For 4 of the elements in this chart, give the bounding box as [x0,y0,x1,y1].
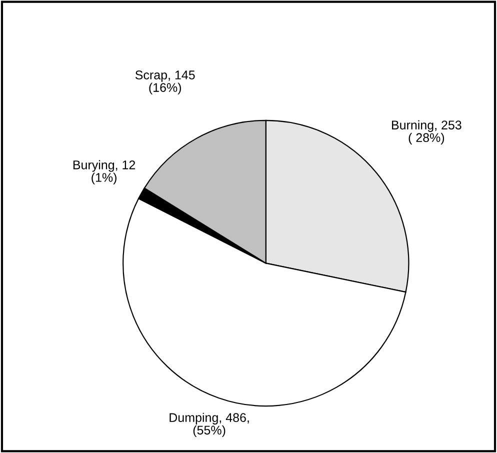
slice-label: Dumping, 486, (55%) [170,412,249,438]
slice-label: Burying, 12 (1%) [73,160,136,184]
slice-label: Burning, 253 ( 28%) [392,120,462,144]
slice-label: Scrap, 145 (16%) [135,70,195,94]
